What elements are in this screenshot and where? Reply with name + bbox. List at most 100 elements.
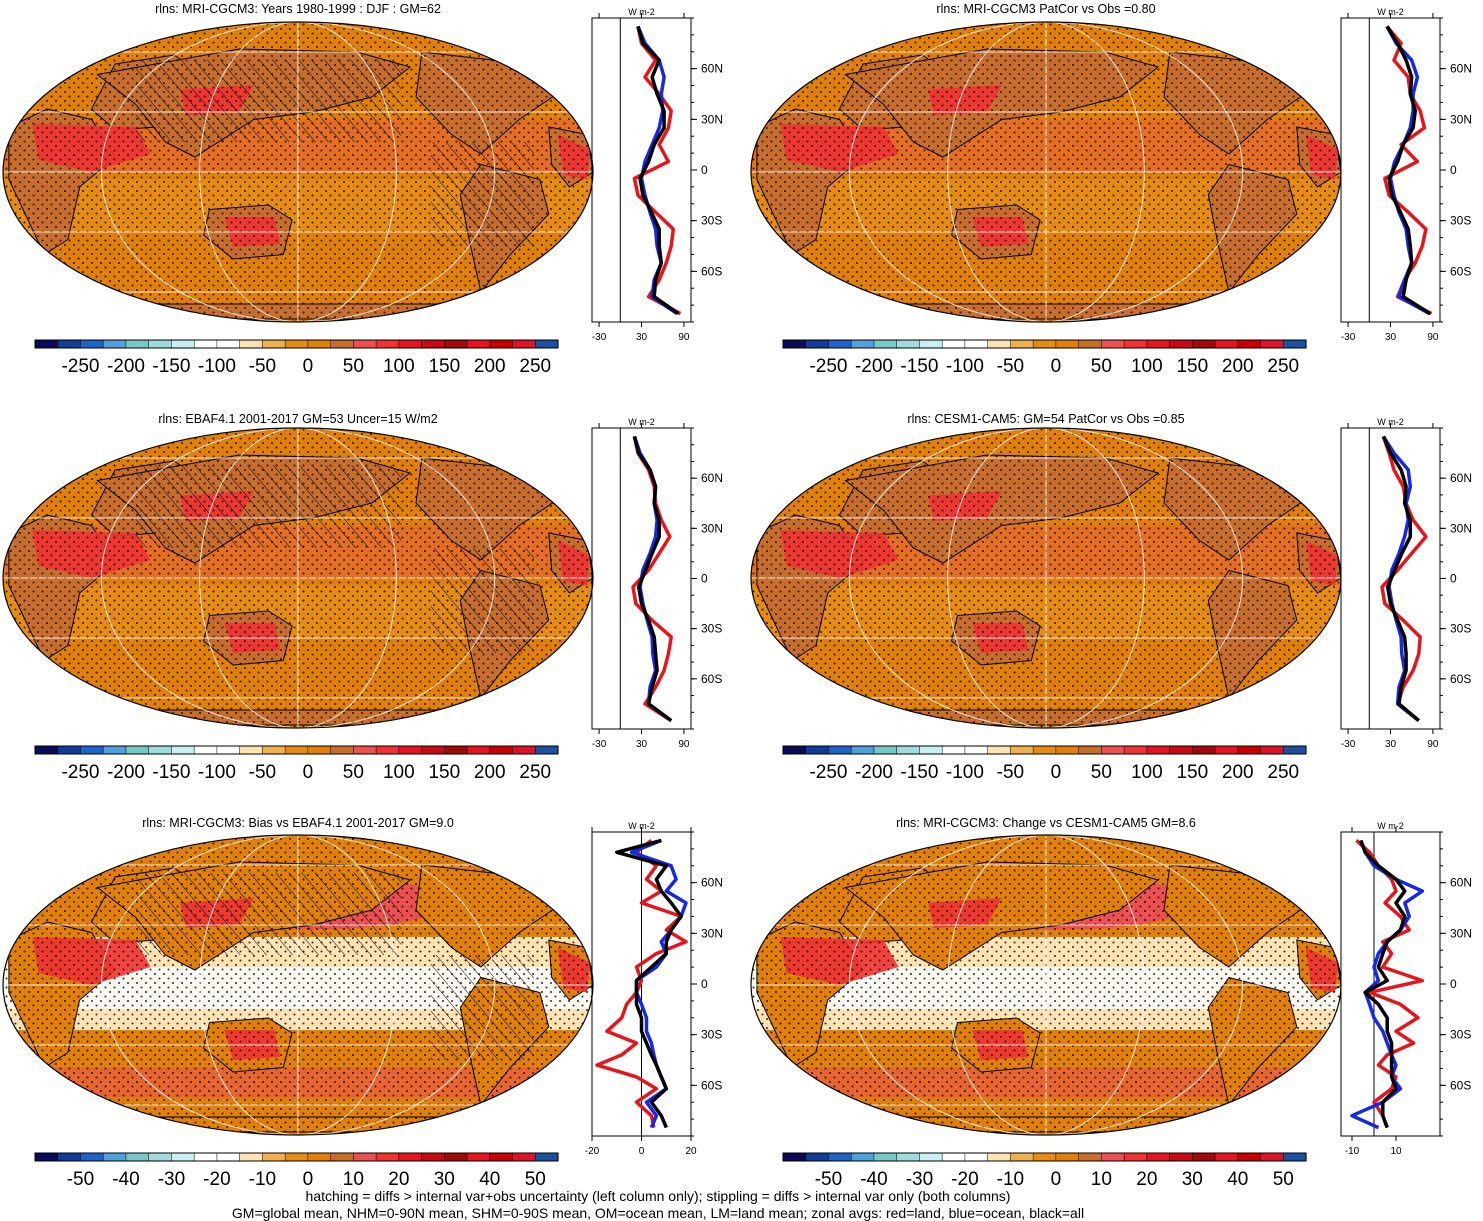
zonal-xlabel: 0 — [639, 1146, 645, 1157]
colorbar-swatch — [34, 339, 59, 349]
zonal-ylabel: 60N — [701, 62, 723, 76]
colorbar-swatch — [896, 1152, 920, 1162]
zonal-ylabel: 60N — [1450, 62, 1472, 76]
zonal-ylabel: 60N — [1450, 876, 1472, 890]
panel-6-colorbar: -50 -40 -30 -20 -10 0 10 20 30 40 50 — [782, 1152, 1307, 1190]
colorbar-label: -30 — [906, 1169, 933, 1190]
zonal-xlabel: -30 — [592, 739, 607, 750]
colorbar-swatch — [1010, 745, 1034, 755]
panel-4-title: rlns: CESM1-CAM5: GM=54 PatCor vs Obs =0… — [907, 412, 1184, 426]
colorbar-swatch — [896, 745, 920, 755]
panel-3-zonal: W m-2 60N 30N 0 30S 60S -30 30 90 — [591, 417, 723, 750]
colorbar-swatch — [80, 1152, 104, 1162]
colorbar-swatch — [964, 339, 989, 349]
zonal-ylabel: 60N — [1450, 471, 1472, 485]
colorbar-label: 50 — [343, 762, 364, 783]
colorbar-swatch — [239, 1152, 263, 1162]
colorbar-swatch — [353, 1152, 377, 1162]
zonal-ylabel: 30N — [1450, 112, 1472, 126]
colorbar-label: 200 — [474, 356, 506, 377]
colorbar-swatch — [193, 1152, 218, 1162]
colorbar-label: -10 — [997, 1169, 1024, 1190]
map-hatching-2 — [430, 548, 534, 653]
panel-3: rlns: EBAF4.1 2001-2017 GM=53 Uncer=15 W… — [2, 412, 723, 783]
footnote-line-1: hatching = diffs > internal var+obs unce… — [306, 1188, 1011, 1204]
colorbar-swatch — [1078, 1152, 1102, 1162]
panel-6-title: rlns: MRI-CGCM3: Change vs CESM1-CAM5 GM… — [896, 816, 1196, 830]
zonal-xlabel: 30 — [636, 739, 648, 750]
colorbar-label: 50 — [1273, 1169, 1294, 1190]
colorbar-swatch — [1032, 745, 1057, 755]
zonal-ylabel: 30N — [1450, 926, 1472, 940]
colorbar-frame — [782, 745, 1307, 755]
colorbar-swatch — [489, 339, 514, 349]
colorbar-swatch — [466, 1152, 491, 1162]
zonal-ylabel: 60N — [701, 471, 723, 485]
colorbar-label: -250 — [809, 762, 847, 783]
colorbar-label: -100 — [198, 762, 236, 783]
colorbar-label: 0 — [303, 1169, 314, 1190]
colorbar-swatch — [782, 745, 807, 755]
colorbar-swatch — [1078, 745, 1102, 755]
colorbar-label: 30 — [434, 1169, 455, 1190]
colorbar-swatch — [57, 745, 82, 755]
colorbar-label: 20 — [388, 1169, 409, 1190]
map-outline — [2, 21, 594, 323]
colorbar-label: 100 — [383, 356, 415, 377]
panel-1: rlns: MRI-CGCM3: Years 1980-1999 : DJF :… — [2, 2, 723, 377]
colorbar-swatch — [284, 1152, 309, 1162]
panel-2-colorbar: -250 -200 -150 -100 -50 0 50 100 150 200 250 — [782, 339, 1307, 377]
colorbar-swatch — [1146, 339, 1171, 349]
colorbar-swatch — [1055, 745, 1080, 755]
colorbar-swatch — [398, 1152, 423, 1162]
panel-4: rlns: CESM1-CAM5: GM=54 PatCor vs Obs =0… — [750, 412, 1472, 783]
colorbar-swatch — [80, 745, 104, 755]
colorbar-label: -30 — [158, 1169, 185, 1190]
colorbar-swatch — [80, 339, 104, 349]
colorbar-label: -40 — [860, 1169, 887, 1190]
colorbar-swatch — [330, 339, 354, 349]
colorbar-swatch — [489, 1152, 514, 1162]
colorbar-swatch — [805, 339, 830, 349]
colorbar-label: -200 — [107, 356, 145, 377]
colorbar-swatch — [125, 339, 150, 349]
zonal-ylabel: 0 — [701, 572, 708, 586]
zonal-ylabel: 0 — [1450, 977, 1457, 991]
colorbar-swatch — [216, 339, 241, 349]
colorbar-swatch — [1123, 1152, 1148, 1162]
panel-6: rlns: MRI-CGCM3: Change vs CESM1-CAM5 GM… — [750, 816, 1472, 1190]
colorbar-swatch — [375, 745, 400, 755]
zonal-units-label: W m-2 — [1377, 7, 1404, 17]
colorbar-swatch — [941, 339, 966, 349]
colorbar-swatch — [1101, 745, 1125, 755]
colorbar-label: 20 — [1136, 1169, 1157, 1190]
colorbar-swatch — [444, 1152, 468, 1162]
colorbar-swatch — [34, 1152, 59, 1162]
colorbar-swatch — [239, 339, 263, 349]
colorbar-swatch — [148, 339, 172, 349]
colorbar-label: 150 — [1176, 356, 1208, 377]
panel-6-map — [751, 835, 1341, 1135]
colorbar-swatch — [102, 745, 127, 755]
zonal-line-all — [1359, 839, 1407, 1129]
zonal-units-label: W m-2 — [1377, 821, 1404, 831]
colorbar-swatch — [444, 339, 468, 349]
colorbar-label: 40 — [1227, 1169, 1248, 1190]
panel-5-map — [3, 835, 593, 1135]
colorbar-frame — [34, 1152, 559, 1162]
panel-2-zonal: W m-2 60N 30N 0 30S 60S -30 30 90 — [1340, 7, 1472, 343]
colorbar-swatch — [987, 1152, 1011, 1162]
colorbar-label: 100 — [1131, 762, 1163, 783]
colorbar-swatch — [1101, 1152, 1125, 1162]
colorbar-label: 250 — [519, 356, 551, 377]
colorbar-swatch — [193, 745, 218, 755]
colorbar-swatch — [1101, 339, 1125, 349]
zonal-xlabel: 30 — [1385, 739, 1397, 750]
colorbar-label: 250 — [1267, 762, 1299, 783]
colorbar-swatch — [375, 339, 400, 349]
colorbar-swatch — [148, 745, 172, 755]
zonal-ylabel: 0 — [701, 977, 708, 991]
graticule-meridian — [848, 22, 1244, 322]
zonal-line-land — [1383, 25, 1433, 316]
